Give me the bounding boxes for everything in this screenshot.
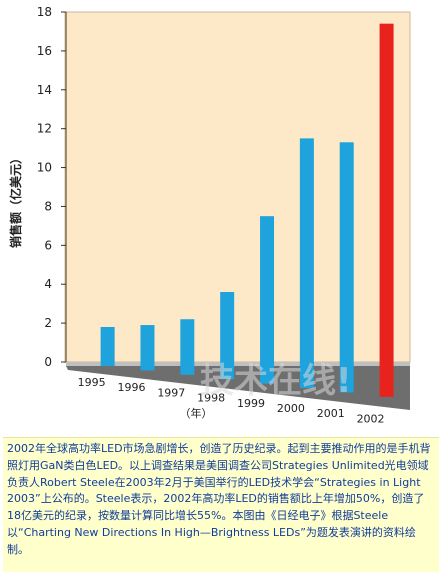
y-tick-label: 10 <box>37 161 52 175</box>
figure-caption: 2002年全球高功率LED市场急剧增长，创造了历史纪录。起到主要推动作用的是手机… <box>3 437 439 572</box>
bar-1997 <box>180 319 195 375</box>
y-tick-label: 2 <box>44 316 52 330</box>
chart-floor <box>66 366 410 410</box>
x-axis-label: （年） <box>180 406 213 420</box>
y-axis-label: 销售额（亿美元） <box>8 152 23 248</box>
bar-2001 <box>339 142 354 393</box>
bar-1999 <box>260 216 275 384</box>
y-tick-label: 6 <box>44 238 52 252</box>
x-tick-label: 1999 <box>237 397 265 410</box>
bar-2000 <box>299 138 314 388</box>
bar-chart: 1995 1996 1997 1998 1999 2000 2001 2002 0 2 4 6 8 10… <box>8 5 411 425</box>
x-tick-label: 1996 <box>117 381 145 394</box>
bar-1995 <box>100 327 115 366</box>
y-tick-label: 14 <box>37 83 52 97</box>
x-tick-label: 2000 <box>277 402 305 415</box>
y-tick-label: 4 <box>44 277 52 291</box>
y-tick-label: 12 <box>37 122 52 136</box>
bar-1996 <box>140 325 155 371</box>
x-tick-label: 1995 <box>78 376 106 389</box>
y-tick-label: 18 <box>37 5 52 19</box>
watermark: 技术在线! <box>200 361 352 401</box>
plot-area <box>65 11 411 363</box>
bar-2002 <box>379 23 394 397</box>
x-tick-label: 2002 <box>357 412 385 425</box>
x-tick-label: 1997 <box>157 386 185 399</box>
y-tick-label: 0 <box>44 355 52 369</box>
x-tick-label: 1998 <box>197 392 225 405</box>
y-tick-label: 16 <box>37 44 52 58</box>
x-tick-label: 2001 <box>317 407 345 420</box>
bar-1998 <box>220 292 235 380</box>
y-tick-label: 8 <box>44 199 52 213</box>
